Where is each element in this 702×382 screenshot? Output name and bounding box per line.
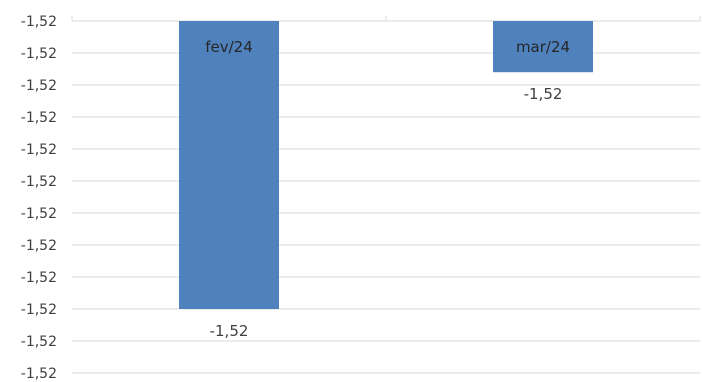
y-axis-tick-labels: -1,52 -1,52 -1,52 -1,52 -1,52 -1,52 -1,52 -1,52… (21, 14, 57, 382)
y-tick-label: -1,52 (21, 334, 57, 350)
data-label: -1,52 (524, 85, 563, 103)
category-label: mar/24 (516, 38, 570, 56)
category-label: fev/24 (205, 38, 253, 56)
y-tick-label: -1,52 (21, 302, 57, 318)
gridlines (71, 16, 701, 374)
bar-fev-24 (179, 21, 279, 309)
y-tick-label: -1,52 (21, 366, 57, 382)
category-labels: fev/24 mar/24 (205, 38, 570, 56)
data-label: -1,52 (210, 322, 249, 340)
y-tick-label: -1,52 (21, 110, 57, 126)
bars (179, 21, 593, 309)
data-labels: -1,52 -1,52 (210, 85, 563, 340)
y-tick-label: -1,52 (21, 174, 57, 190)
y-tick-label: -1,52 (21, 14, 57, 30)
y-tick-label: -1,52 (21, 206, 57, 222)
y-tick-label: -1,52 (21, 238, 57, 254)
y-tick-label: -1,52 (21, 270, 57, 286)
bar-mar-24 (493, 21, 593, 73)
y-tick-label: -1,52 (21, 46, 57, 62)
y-tick-label: -1,52 (21, 78, 57, 94)
y-tick-label: -1,52 (21, 142, 57, 158)
